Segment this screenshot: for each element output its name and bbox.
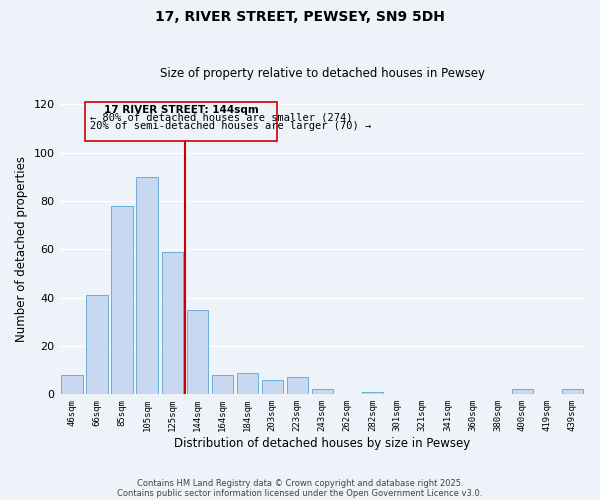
Bar [161,252,183,394]
Text: 20% of semi-detached houses are larger (70) →: 20% of semi-detached houses are larger (… [89,121,371,131]
Bar [61,375,83,394]
Bar [287,378,308,394]
Bar [262,380,283,394]
Text: 17 RIVER STREET: 144sqm: 17 RIVER STREET: 144sqm [104,106,258,116]
Bar [562,390,583,394]
Text: 17, RIVER STREET, PEWSEY, SN9 5DH: 17, RIVER STREET, PEWSEY, SN9 5DH [155,10,445,24]
Title: Size of property relative to detached houses in Pewsey: Size of property relative to detached ho… [160,66,485,80]
Bar [112,206,133,394]
Bar [362,392,383,394]
Bar [212,375,233,394]
Text: Contains HM Land Registry data © Crown copyright and database right 2025.: Contains HM Land Registry data © Crown c… [137,478,463,488]
Bar [187,310,208,394]
Bar [136,177,158,394]
FancyBboxPatch shape [85,102,277,141]
X-axis label: Distribution of detached houses by size in Pewsey: Distribution of detached houses by size … [174,437,470,450]
Bar [86,295,108,394]
Bar [311,390,333,394]
Text: Contains public sector information licensed under the Open Government Licence v3: Contains public sector information licen… [118,488,482,498]
Bar [236,372,258,394]
Bar [512,390,533,394]
Text: ← 80% of detached houses are smaller (274): ← 80% of detached houses are smaller (27… [89,112,352,122]
Y-axis label: Number of detached properties: Number of detached properties [15,156,28,342]
